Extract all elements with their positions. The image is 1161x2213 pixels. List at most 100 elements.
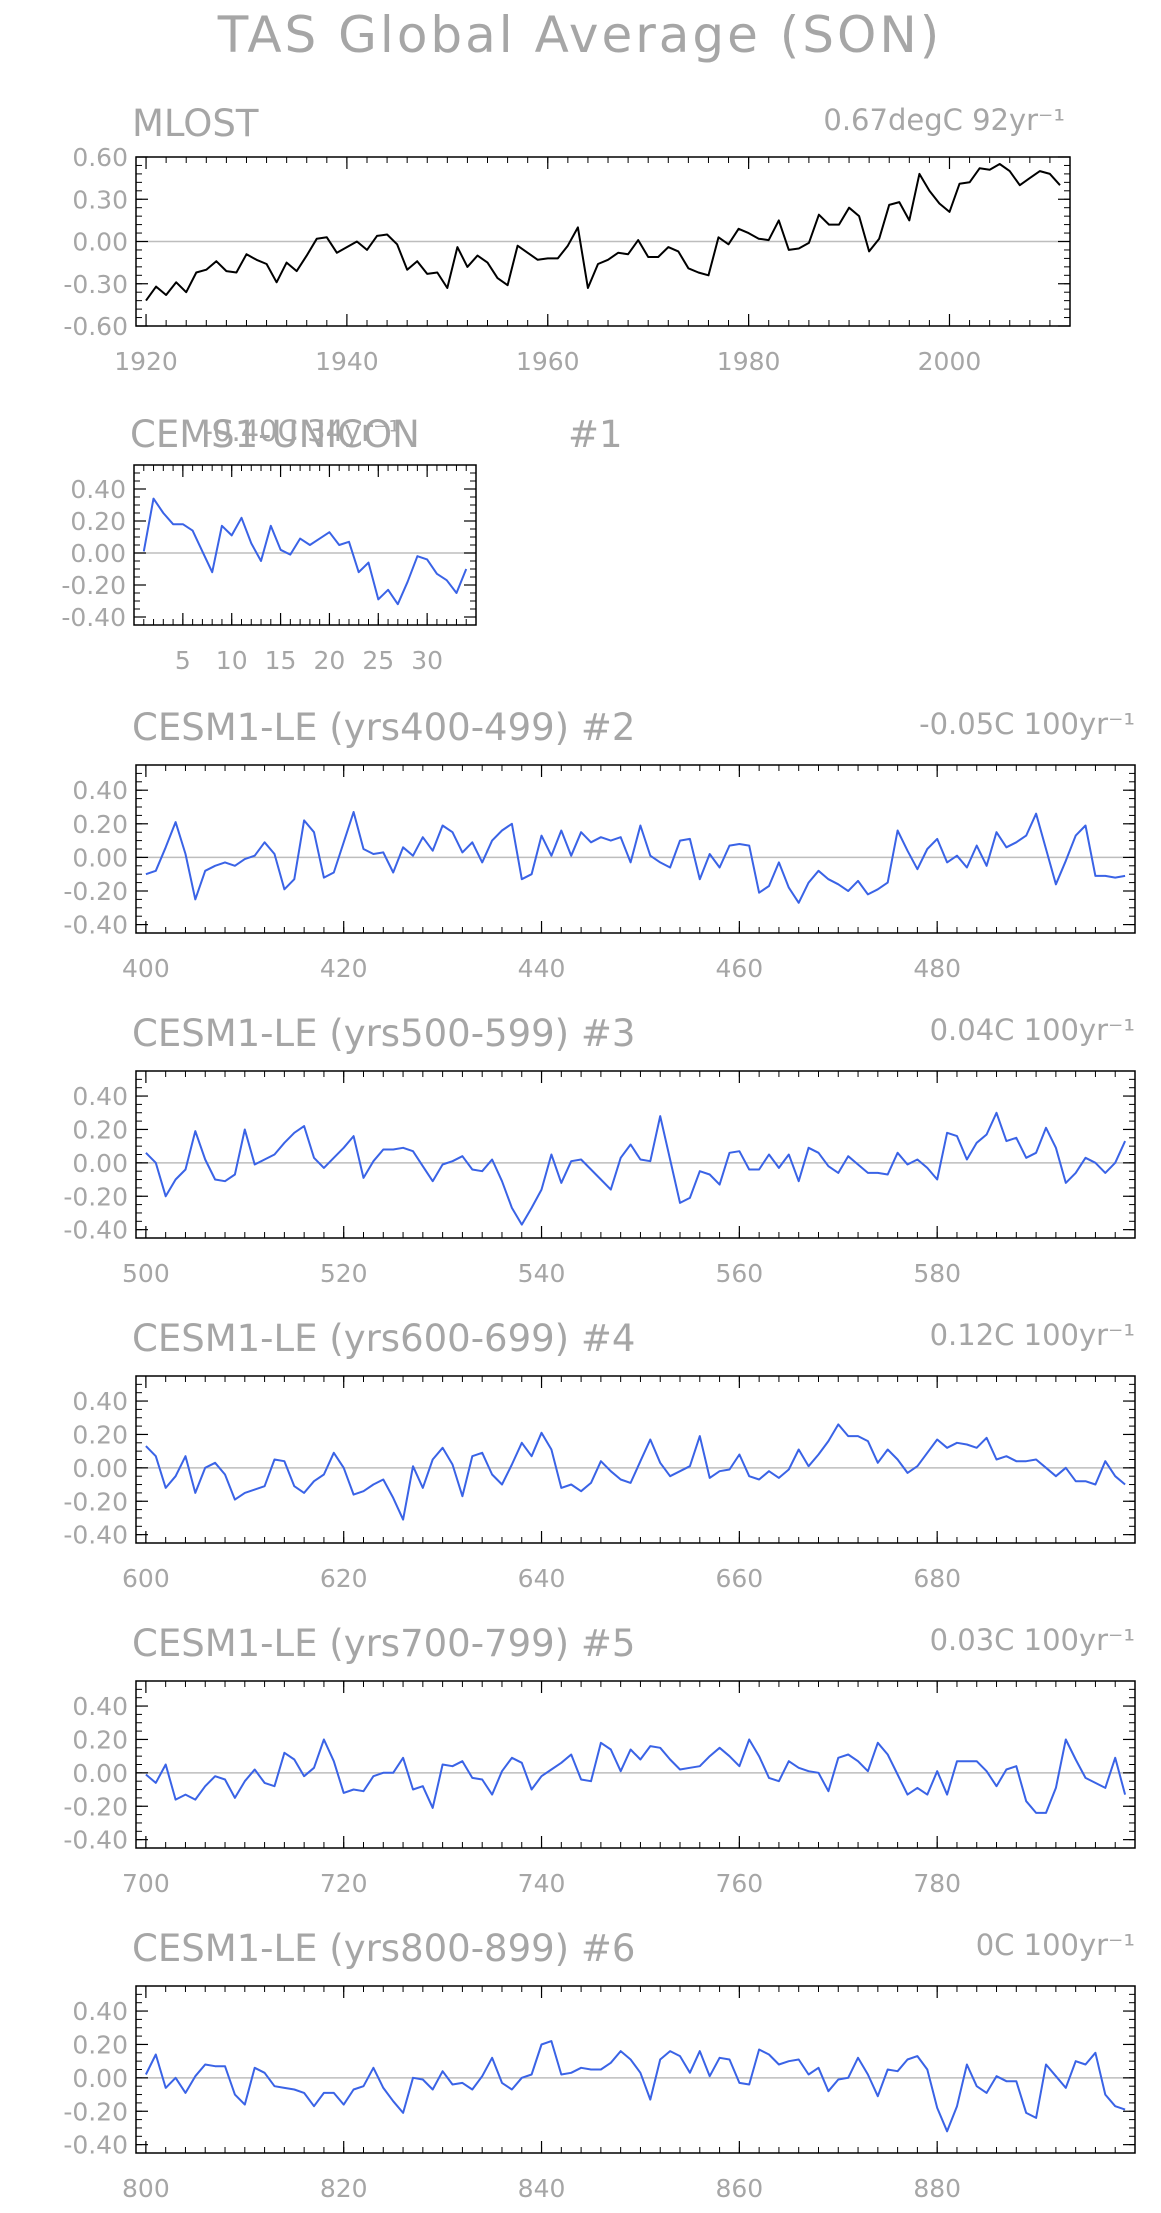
x-tick-label: 460 bbox=[715, 954, 763, 983]
panel-member: #1 bbox=[568, 413, 623, 456]
plot-frame bbox=[135, 1375, 1136, 1544]
y-tick-label: 0.40 bbox=[72, 1997, 128, 2026]
y-tick-label: 0.20 bbox=[70, 507, 126, 536]
plot-frame bbox=[133, 464, 477, 626]
x-tick-label: 880 bbox=[913, 2174, 961, 2203]
y-tick-label: 0.20 bbox=[72, 1115, 128, 1144]
series-line bbox=[142, 497, 468, 606]
y-tick-label: 0.20 bbox=[72, 2030, 128, 2059]
x-tick-label: 640 bbox=[518, 1564, 566, 1593]
panel-trend: 0.67degC 92yr⁻¹ bbox=[823, 103, 1065, 137]
y-tick-label: -0.30 bbox=[63, 270, 128, 299]
x-tick-label: 20 bbox=[314, 646, 346, 675]
chart-panel-3: CESM1-LE (yrs500-599) #3 0.04C 100yr⁻¹ -0.… bbox=[63, 1012, 1136, 1288]
x-tick-label: 700 bbox=[122, 1869, 170, 1898]
y-tick-label: -0.20 bbox=[63, 1792, 128, 1821]
panel-trend: 0C 100yr⁻¹ bbox=[976, 1928, 1135, 1962]
y-tick-label: -0.40 bbox=[63, 1826, 128, 1855]
panel-trend: 0.12C 100yr⁻¹ bbox=[930, 1318, 1135, 1352]
series-line bbox=[145, 811, 1126, 904]
x-tick-label: 820 bbox=[320, 2174, 368, 2203]
panel-trend: -0.05C 100yr⁻¹ bbox=[919, 707, 1135, 741]
x-tick-label: 1940 bbox=[315, 347, 379, 376]
x-tick-label: 440 bbox=[518, 954, 566, 983]
x-tick-label: 680 bbox=[913, 1564, 961, 1593]
x-tick-label: 860 bbox=[715, 2174, 763, 2203]
x-tick-label: 2000 bbox=[918, 347, 982, 376]
chart-panel-6: CESM1-LE (yrs800-899) #6 0C 100yr⁻¹ -0.40 -… bbox=[63, 1927, 1136, 2203]
y-tick-label: -0.40 bbox=[63, 1521, 128, 1550]
y-tick-label: -0.40 bbox=[63, 1216, 128, 1245]
y-tick-label: 0.40 bbox=[72, 1387, 128, 1416]
series-line bbox=[145, 163, 1061, 302]
y-tick-label: -0.40 bbox=[63, 2131, 128, 2160]
x-tick-label: 520 bbox=[320, 1259, 368, 1288]
panel-title: CESM1-LE (yrs600-699) #4 bbox=[132, 1317, 635, 1360]
y-tick-label: 0.40 bbox=[70, 475, 126, 504]
chart-panel-5: CESM1-LE (yrs700-799) #5 0.03C 100yr⁻¹ -0.… bbox=[63, 1622, 1136, 1898]
y-tick-label: 0.40 bbox=[72, 776, 128, 805]
y-tick-label: 0.40 bbox=[72, 1082, 128, 1111]
x-tick-label: 620 bbox=[320, 1564, 368, 1593]
x-tick-label: 760 bbox=[715, 1869, 763, 1898]
chart-panel-2: CESM1-LE (yrs400-499) #2 -0.05C 100yr⁻¹ -0… bbox=[63, 706, 1136, 983]
y-tick-label: 0.00 bbox=[70, 539, 126, 568]
x-tick-label: 560 bbox=[715, 1259, 763, 1288]
plot-frame bbox=[135, 1985, 1136, 2154]
x-tick-label: 10 bbox=[216, 646, 248, 675]
y-tick-label: 0.20 bbox=[72, 1725, 128, 1754]
series-line bbox=[145, 1111, 1127, 1226]
panel-title: MLOST bbox=[132, 102, 259, 145]
plot-frame bbox=[135, 156, 1071, 327]
x-tick-label: 400 bbox=[122, 954, 170, 983]
x-tick-label: 1980 bbox=[717, 347, 781, 376]
panel-trend: -0.40C 34yr⁻¹ bbox=[203, 414, 400, 448]
y-tick-label: 0.40 bbox=[72, 1692, 128, 1721]
figure-title: TAS Global Average (SON) bbox=[217, 6, 943, 64]
y-tick-label: -0.20 bbox=[63, 1487, 128, 1516]
y-tick-label: -0.20 bbox=[63, 2097, 128, 2126]
chart-panel-0: MLOST 0.67degC 92yr⁻¹ -0.60 -0.30 0.00 0.30 0.… bbox=[63, 102, 1071, 376]
panel-title: CEMS1-UNICON bbox=[130, 413, 420, 456]
x-tick-label: 740 bbox=[518, 1869, 566, 1898]
y-tick-label: 0.00 bbox=[72, 2064, 128, 2093]
plot-frame bbox=[135, 1680, 1136, 1849]
x-tick-label: 540 bbox=[518, 1259, 566, 1288]
panel-title: CESM1-LE (yrs700-799) #5 bbox=[132, 1622, 635, 1665]
x-tick-label: 15 bbox=[265, 646, 297, 675]
x-tick-label: 780 bbox=[913, 1869, 961, 1898]
x-tick-label: 800 bbox=[122, 2174, 170, 2203]
y-tick-label: -0.20 bbox=[63, 877, 128, 906]
y-tick-label: 0.00 bbox=[72, 1759, 128, 1788]
x-tick-label: 480 bbox=[913, 954, 961, 983]
y-tick-label: 0.20 bbox=[72, 810, 128, 839]
plot-frame bbox=[135, 1070, 1136, 1239]
y-tick-label: -0.20 bbox=[61, 571, 126, 600]
panel-title: CESM1-LE (yrs400-499) #2 bbox=[132, 706, 635, 749]
x-tick-label: 580 bbox=[913, 1259, 961, 1288]
plot-frame bbox=[135, 764, 1136, 934]
y-tick-label: 0.00 bbox=[72, 843, 128, 872]
x-tick-label: 30 bbox=[411, 646, 443, 675]
chart-panel-1: CEMS1-UNICON #1 -0.40C 34yr⁻¹ -0.40 -0.20 0.0… bbox=[61, 413, 622, 675]
y-tick-label: 0.30 bbox=[72, 185, 128, 214]
panel-trend: 0.03C 100yr⁻¹ bbox=[930, 1623, 1135, 1657]
series-line bbox=[145, 2040, 1126, 2133]
x-tick-label: 500 bbox=[122, 1259, 170, 1288]
y-tick-label: 0.60 bbox=[72, 143, 128, 172]
chart-panel-4: CESM1-LE (yrs600-699) #4 0.12C 100yr⁻¹ -0.… bbox=[63, 1317, 1136, 1593]
y-tick-label: 0.00 bbox=[72, 228, 128, 257]
panel-title: CESM1-LE (yrs500-599) #3 bbox=[132, 1012, 635, 1055]
x-tick-label: 840 bbox=[518, 2174, 566, 2203]
x-tick-label: 600 bbox=[122, 1564, 170, 1593]
panel-title: CESM1-LE (yrs800-899) #6 bbox=[132, 1927, 635, 1970]
x-tick-label: 25 bbox=[362, 646, 394, 675]
series-line bbox=[145, 1738, 1127, 1814]
x-tick-label: 1960 bbox=[516, 347, 580, 376]
panel-trend: 0.04C 100yr⁻¹ bbox=[930, 1013, 1135, 1047]
y-tick-label: 0.00 bbox=[72, 1454, 128, 1483]
y-tick-label: 0.20 bbox=[72, 1420, 128, 1449]
x-tick-label: 720 bbox=[320, 1869, 368, 1898]
x-tick-label: 660 bbox=[715, 1564, 763, 1593]
